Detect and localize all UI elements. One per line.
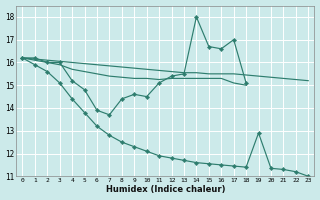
- X-axis label: Humidex (Indice chaleur): Humidex (Indice chaleur): [106, 185, 225, 194]
